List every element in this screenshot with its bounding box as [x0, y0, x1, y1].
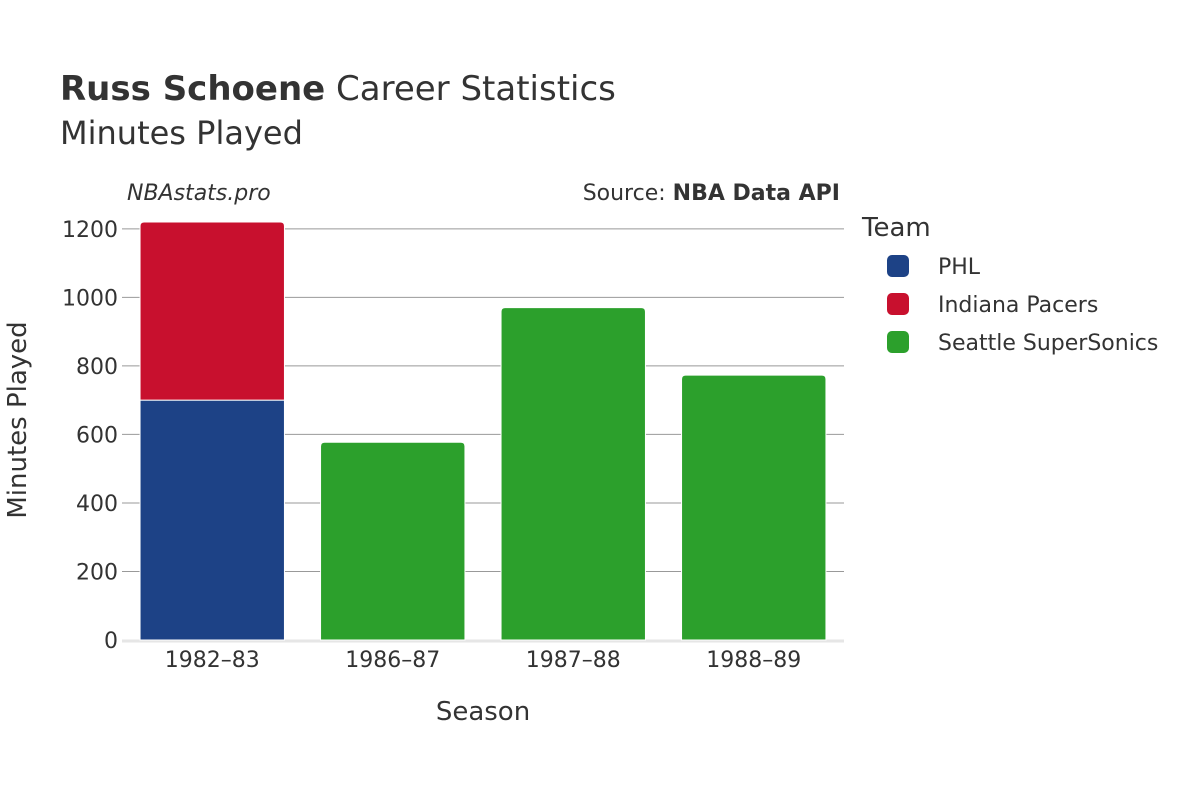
x-tick-label: 1986–87	[345, 648, 440, 673]
y-tick-label: 600	[76, 423, 118, 448]
x-axis-ticks: 1982–83 1986–87 1987–88 1988–89	[165, 648, 801, 673]
y-tick-label: 800	[76, 355, 118, 380]
bars	[139, 221, 827, 641]
bar-seattle-supersonics-3[interactable]	[681, 374, 827, 641]
legend-swatch[interactable]	[887, 331, 909, 353]
x-tick-label: 1988–89	[706, 648, 801, 673]
y-tick-label: 1000	[62, 286, 118, 311]
legend-label[interactable]: PHL	[938, 255, 981, 280]
legend-title: Team	[861, 213, 931, 243]
legend-swatch[interactable]	[887, 293, 909, 315]
chart-title-rest: Career Statistics	[325, 69, 616, 109]
legend-label[interactable]: Seattle SuperSonics	[938, 331, 1158, 356]
bar-indiana-pacers-0[interactable]	[139, 221, 285, 401]
source-credit: Source: NBA Data API	[583, 181, 840, 206]
x-tick-label: 1982–83	[165, 648, 260, 673]
y-tick-label: 200	[76, 560, 118, 585]
chart-title-name: Russ Schoene	[60, 69, 325, 109]
source-name: NBA Data API	[673, 181, 840, 206]
x-tick-label: 1987–88	[526, 648, 621, 673]
y-axis-title: Minutes Played	[3, 321, 33, 518]
source-prefix: Source:	[583, 181, 673, 206]
legend: PHL Indiana Pacers Seattle SuperSonics	[887, 255, 1158, 356]
chart-subtitle: Minutes Played	[60, 114, 303, 152]
watermark: NBAstats.pro	[127, 181, 271, 206]
bar-phl-0[interactable]	[139, 399, 285, 641]
x-axis-title: Season	[436, 697, 530, 727]
y-tick-label: 1200	[62, 218, 118, 243]
y-tick-label: 400	[76, 492, 118, 517]
legend-label[interactable]: Indiana Pacers	[938, 293, 1098, 318]
bar-seattle-supersonics-1[interactable]	[320, 441, 466, 641]
y-axis-ticks: 0 200 400 600 800 1000 1200	[62, 218, 118, 654]
legend-swatch[interactable]	[887, 255, 909, 277]
chart-title: Russ Schoene Career Statistics	[60, 69, 616, 109]
bar-seattle-supersonics-2[interactable]	[500, 307, 646, 641]
y-tick-label: 0	[104, 629, 118, 654]
